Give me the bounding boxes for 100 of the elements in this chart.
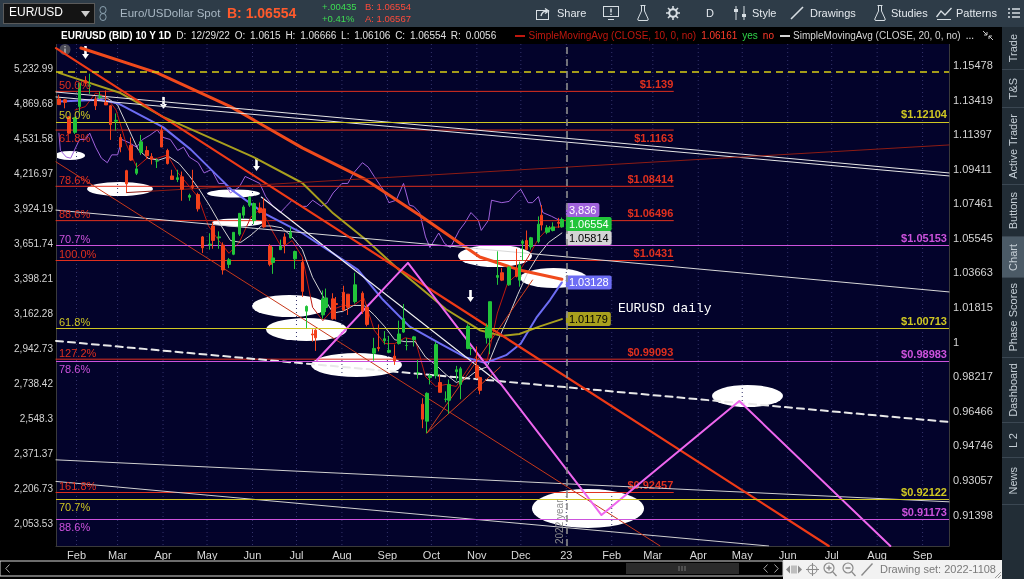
x-tick-label: Mar <box>643 548 663 561</box>
y-tick-label: 2,053.53 <box>14 517 54 529</box>
y-tick-label: 1.07461 <box>953 197 993 210</box>
annotation: 78.6% <box>59 362 91 375</box>
x-tick-label: Jul <box>824 548 839 561</box>
text: Drawing set: 2022-1108 <box>880 563 996 576</box>
y-tick-label: 2,942.73 <box>14 342 54 354</box>
y-tick-label: 1.11397 <box>953 128 992 141</box>
x-tick-label: Mar <box>108 548 128 561</box>
y-tick-label: 2,371.37 <box>14 447 54 459</box>
y-tick-label: 1.01815 <box>953 301 993 314</box>
text: News <box>1007 467 1019 495</box>
legend-label: SimpleMovingAvg (CLOSE, 10, 0, no) <box>528 30 697 41</box>
text: no <box>762 30 774 41</box>
annotation: 127.2% <box>59 346 97 359</box>
ref-line-label: $0.98983 <box>901 347 947 360</box>
y-tick-label: 3,162.28 <box>14 307 54 319</box>
text: Buttons <box>1007 191 1019 230</box>
annotation: 70.7% <box>59 232 91 245</box>
y-tick-label: 1.05545 <box>953 231 993 244</box>
x-tick-label: May <box>731 548 754 561</box>
annotation: 61.8% <box>59 131 91 144</box>
ref-line-label: 2022 year <box>553 498 565 544</box>
text: EUR/USD <box>9 5 64 20</box>
text: ... <box>965 30 974 41</box>
x-tick-label: Apr <box>689 548 708 561</box>
text: Dashboard <box>1007 363 1019 417</box>
ref-line-label: $1.12104 <box>901 108 948 121</box>
annotation: 100.0% <box>59 248 97 261</box>
y-tick-label: 2,548.3 <box>19 412 54 424</box>
text: 1.06161 <box>701 30 738 41</box>
y-tick-label: 0.94746 <box>953 439 993 452</box>
text: Studies <box>891 7 928 20</box>
data-label: 1.01179 <box>568 313 608 326</box>
annotation: 161.8% <box>59 479 97 492</box>
text: Share <box>557 7 587 20</box>
y-tick-label: 1.13419 <box>953 93 993 106</box>
text: L 2 <box>1007 432 1019 448</box>
text: Active Trader <box>1007 113 1019 179</box>
x-tick-label: Jun <box>243 548 262 561</box>
text: Euro/USDollar Spot <box>120 7 221 21</box>
chart-subtitle: D: 12/29/22 O: 1.0615 H: 1.06666 L: 1.06106 C: 1.06554 R: 0.0056 <box>176 30 497 41</box>
x-tick-label: Aug <box>867 548 887 561</box>
x-tick-label: Sep <box>912 548 933 561</box>
chart-title: EUR/USD (BID) 10 Y 1D <box>61 30 172 41</box>
y-tick-label: 1.09411 <box>953 162 992 175</box>
data-label: $1.1163 <box>634 131 674 144</box>
x-tick-label: Nov <box>467 548 488 561</box>
x-tick-label: Sep <box>377 548 398 561</box>
text: T&S <box>1007 77 1019 100</box>
ref-line-label: $0.91173 <box>901 505 947 518</box>
x-tick-label: Aug <box>332 548 352 561</box>
y-tick-label: 1.03663 <box>953 266 993 279</box>
data-label: $1.08414 <box>627 172 675 185</box>
annotation: 61.8% <box>59 315 91 328</box>
x-tick-label: Dec <box>511 548 532 561</box>
y-tick-label: 0.98217 <box>953 370 993 383</box>
y-tick-label: 2,738.42 <box>14 377 54 389</box>
text: Phase Scores <box>1007 283 1019 352</box>
x-tick-label: Feb <box>602 548 622 561</box>
text: D <box>706 7 714 20</box>
annotation: 50.0% <box>59 109 91 122</box>
text: +0.41% <box>322 13 355 25</box>
y-tick-label: 5,232.99 <box>14 62 54 74</box>
data-label: $0.99093 <box>627 345 674 358</box>
y-tick-label: 0.93057 <box>953 474 993 487</box>
x-tick-label: Jul <box>289 548 304 561</box>
text: A: 1.06567 <box>365 13 411 25</box>
x-tick-label: Feb <box>67 548 87 561</box>
data-label: $1.0431 <box>633 247 674 260</box>
x-tick-label: Jun <box>778 548 797 561</box>
data-label: 3,836 <box>568 203 597 216</box>
legend-label: SimpleMovingAvg (CLOSE, 20, 0, no) <box>792 30 961 41</box>
x-tick-label: 23 <box>560 548 573 561</box>
text: Style <box>752 7 777 20</box>
annotation: 70.7% <box>59 500 91 513</box>
y-tick-label: 0.91398 <box>953 508 993 521</box>
annotation: EURUSD daily <box>618 301 712 317</box>
y-tick-label: 3,651.74 <box>14 237 54 249</box>
y-tick-label: 2,206.73 <box>14 482 54 494</box>
x-tick-label: Apr <box>154 548 172 561</box>
text: Trade <box>1007 33 1019 63</box>
y-tick-label: 4,216.97 <box>14 167 54 179</box>
ref-line-label: $1.00713 <box>901 314 947 327</box>
ref-line-label: $0.92122 <box>901 485 947 498</box>
text: 1.06554 <box>568 217 609 230</box>
text: Patterns <box>956 7 997 20</box>
text: Chart <box>1007 243 1019 271</box>
y-tick-label: 1 <box>953 335 960 348</box>
text: +.00435 <box>322 1 357 13</box>
data-label: $1.139 <box>639 77 674 90</box>
text: yes <box>742 30 758 41</box>
text: B: 1.06554 <box>227 5 297 22</box>
ref-line-label: $1.05153 <box>901 231 947 244</box>
y-tick-label: 4,531.58 <box>14 132 54 144</box>
annotation: 88.6% <box>59 520 91 533</box>
x-tick-label: May <box>196 548 218 561</box>
y-tick-label: 4,869.68 <box>14 97 54 109</box>
data-label: 1.03128 <box>568 276 609 289</box>
y-tick-label: 1.15478 <box>953 58 993 71</box>
